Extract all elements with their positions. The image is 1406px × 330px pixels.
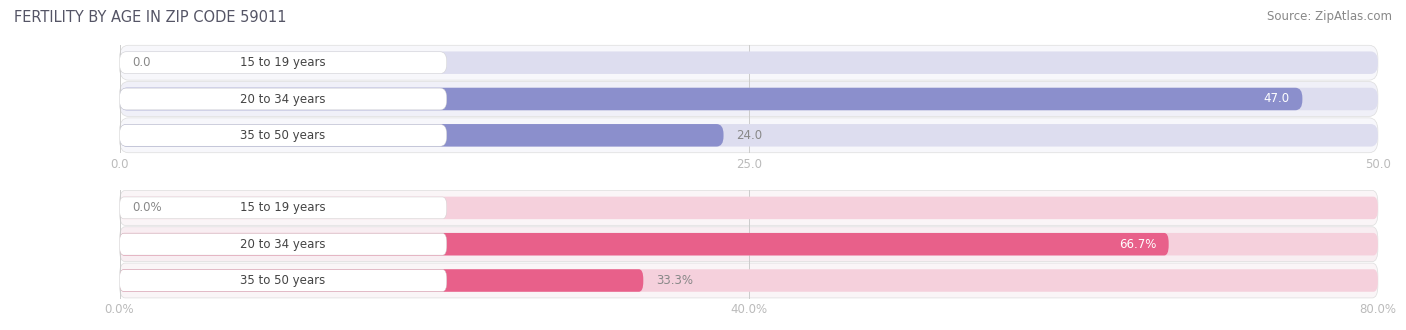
Text: 33.3%: 33.3% — [655, 274, 693, 287]
FancyBboxPatch shape — [120, 51, 1378, 74]
FancyBboxPatch shape — [120, 263, 1378, 298]
FancyBboxPatch shape — [120, 197, 447, 219]
FancyBboxPatch shape — [120, 233, 1378, 255]
FancyBboxPatch shape — [120, 227, 1378, 262]
Text: 24.0: 24.0 — [737, 129, 762, 142]
Text: 47.0: 47.0 — [1264, 92, 1289, 106]
FancyBboxPatch shape — [120, 233, 447, 255]
Text: 20 to 34 years: 20 to 34 years — [240, 238, 326, 251]
FancyBboxPatch shape — [120, 88, 1302, 110]
FancyBboxPatch shape — [120, 124, 724, 147]
FancyBboxPatch shape — [120, 270, 447, 291]
Text: 0.0%: 0.0% — [132, 201, 162, 214]
FancyBboxPatch shape — [120, 88, 447, 110]
FancyBboxPatch shape — [120, 52, 447, 74]
FancyBboxPatch shape — [120, 82, 1378, 116]
FancyBboxPatch shape — [120, 124, 1378, 147]
FancyBboxPatch shape — [120, 190, 1378, 225]
Text: 20 to 34 years: 20 to 34 years — [240, 92, 326, 106]
Text: 35 to 50 years: 35 to 50 years — [240, 129, 326, 142]
Text: 15 to 19 years: 15 to 19 years — [240, 56, 326, 69]
Text: 15 to 19 years: 15 to 19 years — [240, 201, 326, 214]
Text: Source: ZipAtlas.com: Source: ZipAtlas.com — [1267, 10, 1392, 23]
FancyBboxPatch shape — [120, 124, 447, 146]
Text: 66.7%: 66.7% — [1119, 238, 1156, 251]
FancyBboxPatch shape — [120, 269, 1378, 292]
Text: 35 to 50 years: 35 to 50 years — [240, 274, 326, 287]
Text: 0.0: 0.0 — [132, 56, 150, 69]
FancyBboxPatch shape — [120, 233, 1168, 255]
FancyBboxPatch shape — [120, 269, 644, 292]
FancyBboxPatch shape — [120, 88, 1378, 110]
FancyBboxPatch shape — [120, 197, 1378, 219]
FancyBboxPatch shape — [120, 118, 1378, 153]
Text: FERTILITY BY AGE IN ZIP CODE 59011: FERTILITY BY AGE IN ZIP CODE 59011 — [14, 10, 287, 25]
FancyBboxPatch shape — [120, 45, 1378, 80]
